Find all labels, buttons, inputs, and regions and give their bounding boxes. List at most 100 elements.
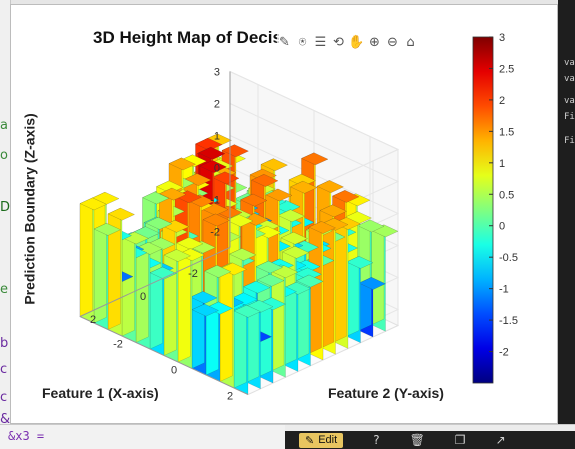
height-block-top — [191, 303, 219, 317]
zoom-out-icon[interactable]: ⊖ — [387, 34, 398, 50]
height-block-top — [258, 297, 286, 311]
height-block-top — [148, 237, 176, 251]
height-block-top — [212, 171, 240, 185]
x-axis-line — [79, 247, 231, 317]
z-tick-label: 2 — [214, 99, 220, 111]
height-block-top — [163, 249, 191, 262]
x-tick-label: -2 — [188, 268, 198, 280]
height-block-top — [198, 146, 226, 160]
z-tick-label: -2 — [210, 227, 220, 239]
colorbar-tick-label: -2 — [499, 347, 509, 359]
brush-icon[interactable]: ✎ — [279, 34, 290, 50]
height-block-top — [219, 262, 247, 276]
height-block-top — [346, 256, 374, 269]
colorbar-tick-label: -0.5 — [499, 252, 518, 264]
height-block-top — [254, 225, 282, 239]
height-block-side — [346, 256, 360, 337]
height-block-top — [190, 291, 218, 304]
help-icon[interactable]: ? — [373, 433, 380, 447]
height-block-top — [357, 219, 385, 233]
height-block-side — [308, 221, 322, 354]
height-block-top — [290, 180, 318, 194]
height-map-chart[interactable]: -2 0 2 -2 0 2 -2 -1 0 1 2 3 -2 -1.5 -1 -0.5 0 0.5 1 1.5 2 2.5… — [11, 5, 559, 425]
gutter-mark: c — [0, 362, 8, 377]
share-icon[interactable]: ↗ — [495, 433, 506, 447]
height-block-top — [319, 204, 347, 218]
height-block-top — [308, 221, 336, 234]
gutter-mark: a — [0, 118, 8, 133]
edit-button-label: Edit — [318, 434, 338, 446]
panel-text: va — [564, 96, 575, 106]
z-axis-label: Prediction Boundary (Z-axis) — [21, 113, 38, 305]
height-block-top — [280, 231, 308, 245]
colorbar-tick-label: -1.5 — [499, 315, 518, 327]
height-block-side — [321, 217, 335, 348]
height-block-top — [316, 180, 344, 193]
copy-icon[interactable]: ❐ — [454, 433, 466, 447]
pencil-icon: ✎ — [305, 434, 315, 447]
colorbar-tick-label: 1.5 — [499, 126, 514, 138]
x-axis-label: Feature 1 (X-axis) — [42, 385, 159, 401]
height-block-top — [184, 173, 212, 186]
z-tick-label: 0 — [214, 163, 220, 175]
height-block-top — [79, 197, 107, 211]
height-block-top — [221, 144, 249, 158]
bottom-bar: &x3 = ✎ Edit ? 🗑 ❐ ↗ — [0, 424, 575, 449]
height-block-top — [204, 265, 232, 278]
height-block-top — [226, 214, 254, 227]
panel-text: va — [564, 74, 575, 84]
trash-icon[interactable]: 🗑 — [409, 433, 425, 447]
y-tick-label: 2 — [227, 391, 233, 403]
height-block-top — [135, 242, 163, 255]
height-block-top — [142, 191, 170, 205]
y-tick-label: 0 — [171, 365, 177, 377]
figure-title-container: 3D Height Map of Decision Boundary — [89, 25, 279, 51]
colorbar-tick-label: -1 — [499, 284, 509, 296]
z-tick-label: 3 — [214, 67, 220, 79]
height-block-top — [246, 300, 274, 313]
rotate-icon[interactable]: ⟲ — [333, 34, 344, 50]
edit-button[interactable]: ✎ Edit — [299, 432, 344, 448]
height-block-side — [371, 224, 385, 325]
height-block-top — [93, 223, 121, 236]
panel-text: Fin — [564, 136, 575, 146]
legend-icon[interactable]: ☰ — [314, 34, 327, 50]
height-block-top — [358, 277, 386, 290]
height-block-top — [199, 160, 227, 173]
gutter-mark: D — [0, 200, 11, 215]
height-block-side — [121, 231, 135, 337]
colorbar-tick-label: 2 — [499, 95, 505, 107]
home-icon[interactable]: ⌂ — [406, 34, 415, 50]
height-block-top — [229, 248, 257, 261]
z-tick-label: 1 — [214, 131, 220, 143]
colorbar-tick-label: 0.5 — [499, 189, 514, 201]
figure-title: 3D Height Map of Decision Boundary — [93, 28, 279, 47]
y-axis-line — [79, 316, 249, 395]
colorbar-tick-label: 3 — [499, 32, 505, 44]
datatip-icon[interactable]: ⍟ — [298, 34, 307, 50]
editor-status: &x3 = — [0, 425, 285, 449]
height-block-side — [219, 262, 233, 382]
height-block-top — [255, 260, 283, 274]
height-block-side — [233, 304, 247, 389]
zoom-in-icon[interactable]: ⊕ — [369, 34, 380, 50]
height-block-top — [233, 304, 261, 318]
gutter-mark: c — [0, 390, 8, 405]
height-block-top — [149, 266, 177, 280]
height-block-top — [257, 273, 285, 287]
gutter-mark: b — [0, 336, 9, 351]
editor-right-panel: va va va Fin Fin — [558, 0, 575, 448]
height-block-top — [277, 209, 305, 223]
gutter-mark: e — [0, 282, 8, 297]
pan-icon[interactable]: ✋ — [348, 34, 365, 50]
y-tick-label: -2 — [113, 339, 123, 351]
height-block-top — [321, 217, 349, 231]
height-block-top — [301, 152, 329, 166]
axes-toolbar[interactable]: ✎ ⍟ ☰ ⟲ ✋ ⊕ ⊖ ⌂ — [277, 31, 437, 53]
height-block-top — [205, 301, 233, 315]
x-tick-label: 2 — [90, 314, 96, 326]
height-block-top — [296, 274, 324, 288]
height-block-top — [282, 246, 310, 259]
height-block-top — [251, 174, 279, 187]
height-block-side — [93, 223, 107, 324]
